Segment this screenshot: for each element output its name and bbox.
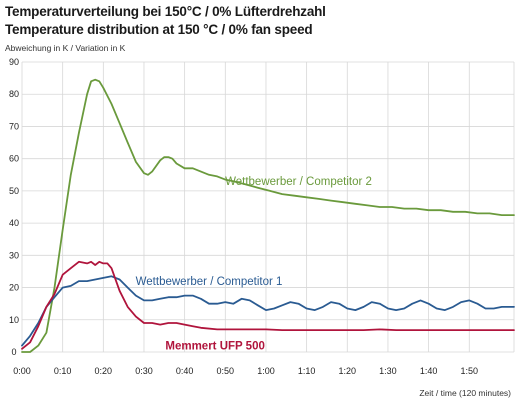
y-tick-label: 70 bbox=[9, 121, 19, 131]
series-label-3: Memmert UFP 500 bbox=[165, 341, 265, 353]
series-label-2: Wettbewerber / Competitor 1 bbox=[136, 276, 283, 288]
tick-labels: 0 10 20 30 40 50 60 70 80 90 0:00 0:10 0:20 0:30 0:40 0… bbox=[9, 57, 478, 376]
y-tick-label: 20 bbox=[9, 283, 19, 293]
y-tick-label: 10 bbox=[9, 315, 19, 325]
series-line-1 bbox=[21, 78, 515, 353]
series-lines bbox=[21, 78, 515, 353]
x-tick-label: 1:20 bbox=[339, 366, 357, 376]
x-tick-label: 0:50 bbox=[217, 366, 235, 376]
y-tick-label: 30 bbox=[9, 250, 19, 260]
y-tick-label: 40 bbox=[9, 218, 19, 228]
y-tick-label: 0 bbox=[11, 347, 16, 357]
x-tick-label: 1:40 bbox=[420, 366, 438, 376]
x-tick-label: 0:40 bbox=[176, 366, 194, 376]
chart-subtitle: Temperature distribution at 150 °C / 0% … bbox=[5, 22, 313, 37]
x-tick-label: 1:50 bbox=[461, 366, 479, 376]
y-axis-label: Abweichung in K / Variation in K bbox=[5, 43, 126, 53]
series-label-1: Wettbewerber / Competitor 2 bbox=[225, 176, 372, 188]
x-tick-label: 0:10 bbox=[54, 366, 72, 376]
y-tick-label: 80 bbox=[9, 89, 19, 99]
series-line-3 bbox=[21, 260, 515, 350]
x-tick-label: 0:30 bbox=[135, 366, 153, 376]
x-tick-label: 1:10 bbox=[298, 366, 316, 376]
y-tick-label: 90 bbox=[9, 57, 19, 67]
x-tick-label: 0:00 bbox=[13, 366, 31, 376]
x-tick-label: 1:00 bbox=[257, 366, 275, 376]
y-tick-label: 50 bbox=[9, 186, 19, 196]
series-labels: Wettbewerber / Competitor 2 Wettbewerber … bbox=[136, 176, 372, 352]
x-axis-label: Zeit / time (120 minutes) bbox=[419, 388, 511, 398]
chart-title: Temperaturverteilung bei 150°C / 0% Lüft… bbox=[5, 4, 326, 19]
grid bbox=[21, 61, 515, 353]
series-line-2 bbox=[21, 275, 515, 347]
x-tick-label: 1:30 bbox=[379, 366, 397, 376]
x-tick-label: 0:20 bbox=[95, 366, 113, 376]
y-tick-label: 60 bbox=[9, 154, 19, 164]
